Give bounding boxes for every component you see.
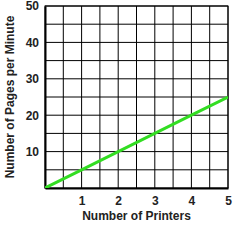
minor-grid-line [45, 24, 228, 25]
x-axis-title: Number of Printers [82, 209, 191, 223]
tick-label: 40 [26, 36, 40, 50]
tick: 50 [26, 0, 45, 13]
tick-label: 5 [225, 194, 232, 208]
x-axis: 1 2 3 4 5 [46, 188, 233, 208]
chart: 1 2 3 4 5 10 20 30 40 50 Number of Printers Number … [0, 0, 235, 230]
plot-background [45, 6, 228, 188]
tick: 10 [26, 145, 45, 159]
plot: 1 2 3 4 5 10 20 30 40 50 [26, 0, 233, 208]
marks [45, 97, 228, 188]
minor-grid-line [45, 133, 228, 134]
grid-line [45, 42, 228, 43]
tick: 2 [115, 188, 122, 208]
tick: 20 [26, 109, 45, 123]
grid-line [154, 6, 155, 188]
tick-label: 20 [26, 109, 40, 123]
tick-label: 50 [26, 0, 40, 13]
y-axis-title: Number of Pages per Minute [3, 15, 17, 178]
tick-label: 1 [79, 194, 86, 208]
line [45, 97, 228, 188]
tick: 40 [26, 36, 45, 50]
y-axis: 10 20 30 40 50 [26, 0, 46, 189]
minor-grid-line [45, 60, 228, 61]
tick-label: 3 [152, 194, 159, 208]
grid-line [45, 78, 228, 79]
grid-line [81, 6, 82, 188]
tick: 1 [79, 188, 86, 208]
minor-grid-line [45, 97, 228, 98]
grid-line [191, 6, 192, 188]
minor-grid-line [45, 169, 228, 170]
grid-line [45, 115, 228, 116]
tick-label: 30 [26, 72, 40, 86]
plot-frame [45, 6, 228, 188]
grid-line [45, 151, 228, 152]
tick: 30 [26, 72, 45, 86]
tick: 4 [189, 188, 196, 208]
grid [45, 6, 228, 188]
grid-line [118, 6, 119, 188]
tick-label: 4 [189, 194, 196, 208]
tick-label: 2 [115, 194, 122, 208]
tick-label: 10 [26, 145, 40, 159]
tick: 3 [152, 188, 159, 208]
tick: 5 [225, 188, 232, 208]
